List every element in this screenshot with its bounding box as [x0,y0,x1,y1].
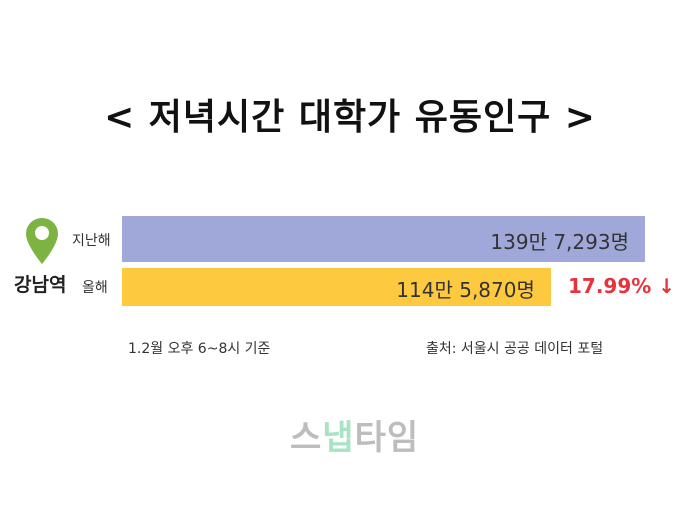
page-title: < 저녁시간 대학가 유동인구 > [104,97,596,138]
logo: 스냅타임 [290,418,420,458]
row-label-last-year: 지난해 [72,233,111,249]
map-pin-icon [26,218,58,264]
change-percent: 17.99% ↓ [568,274,676,298]
footnote-basis: 1.2월 오후 6~8시 기준 [128,341,271,357]
station-label: 강남역 [14,274,67,296]
bar-value-label: 114만 5,870명 [396,278,535,302]
bar-last-year: 139만 7,293명 [122,216,645,262]
bar-this-year: 114만 5,870명 [122,268,551,306]
row-label-this-year: 올해 [82,280,108,296]
bar-value-label: 139만 7,293명 [490,230,629,254]
footnote-source: 출처: 서울시 공공 데이터 포털 [426,341,604,357]
